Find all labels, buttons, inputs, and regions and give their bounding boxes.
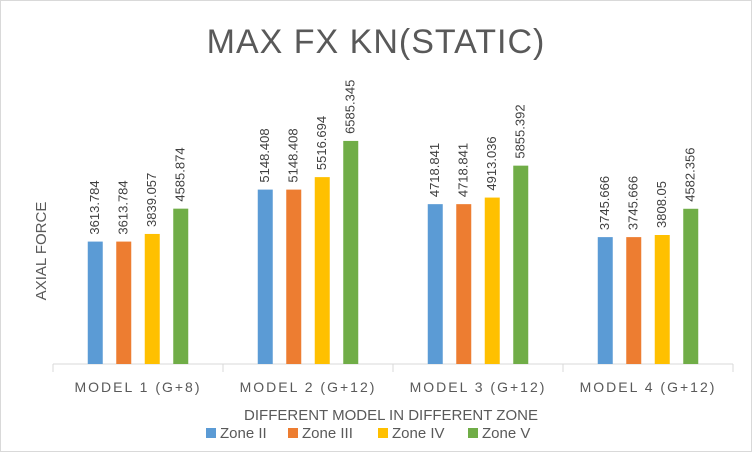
data-label: 4718.841 bbox=[427, 143, 442, 197]
data-label: 4582.356 bbox=[683, 148, 698, 202]
x-axis-title: DIFFERENT MODEL IN DIFFERENT ZONE bbox=[244, 407, 538, 424]
legend-swatch-4 bbox=[468, 428, 478, 438]
y-axis-title: AXIAL FORCE bbox=[33, 202, 50, 301]
bar-3-1 bbox=[427, 204, 443, 364]
data-label: 3613.784 bbox=[116, 180, 131, 234]
legend-swatch-3 bbox=[378, 428, 388, 438]
data-label: 3808.05 bbox=[654, 181, 669, 228]
category-label: MODEL 3 (G+12) bbox=[410, 379, 547, 395]
bar-1-3 bbox=[144, 233, 160, 364]
legend: Zone II Zone III Zone IV Zone V bbox=[206, 425, 530, 442]
bar-4-4 bbox=[683, 208, 699, 364]
data-label: 5148.408 bbox=[286, 128, 301, 182]
bar-2-1 bbox=[257, 189, 273, 364]
category-label: MODEL 1 (G+8) bbox=[74, 379, 201, 395]
bar-4-3 bbox=[654, 235, 670, 364]
bar-3-2 bbox=[456, 204, 472, 364]
data-label: 5855.392 bbox=[513, 104, 528, 158]
bar-2-3 bbox=[314, 177, 330, 364]
legend-swatch-2 bbox=[288, 428, 298, 438]
data-label: 5148.408 bbox=[257, 128, 272, 182]
legend-label: Zone III bbox=[302, 425, 353, 442]
chart-title: MAX FX KN(STATIC) bbox=[207, 23, 546, 61]
data-label: 5516.694 bbox=[314, 116, 329, 170]
legend-label: Zone IV bbox=[392, 425, 445, 442]
bar-4-1 bbox=[597, 237, 613, 364]
category-label: MODEL 2 (G+12) bbox=[240, 379, 377, 395]
plot-area: 3613.784 3613.784 3839.057 4585.874 MODEL 1 … bbox=[52, 80, 734, 395]
data-label: 3745.666 bbox=[626, 176, 641, 230]
bar-3-3 bbox=[484, 197, 500, 364]
data-label: 3613.784 bbox=[87, 180, 102, 234]
data-label: 4913.036 bbox=[484, 136, 499, 190]
bar-1-4 bbox=[173, 208, 189, 364]
bar-1-2 bbox=[116, 241, 132, 364]
bar-3-4 bbox=[513, 165, 529, 364]
data-label: 3839.057 bbox=[144, 173, 159, 227]
legend-swatch-1 bbox=[206, 428, 216, 438]
bar-2-4 bbox=[343, 140, 359, 364]
data-label: 6585.345 bbox=[343, 80, 358, 134]
data-label: 3745.666 bbox=[597, 176, 612, 230]
data-label: 4585.874 bbox=[173, 147, 188, 201]
bar-2-2 bbox=[286, 189, 302, 364]
bar-1-1 bbox=[87, 241, 103, 364]
legend-label: Zone II bbox=[220, 425, 267, 442]
legend-label: Zone V bbox=[482, 425, 530, 442]
category-label: MODEL 4 (G+12) bbox=[580, 379, 717, 395]
data-label: 4718.841 bbox=[456, 143, 471, 197]
bar-4-2 bbox=[626, 237, 642, 364]
